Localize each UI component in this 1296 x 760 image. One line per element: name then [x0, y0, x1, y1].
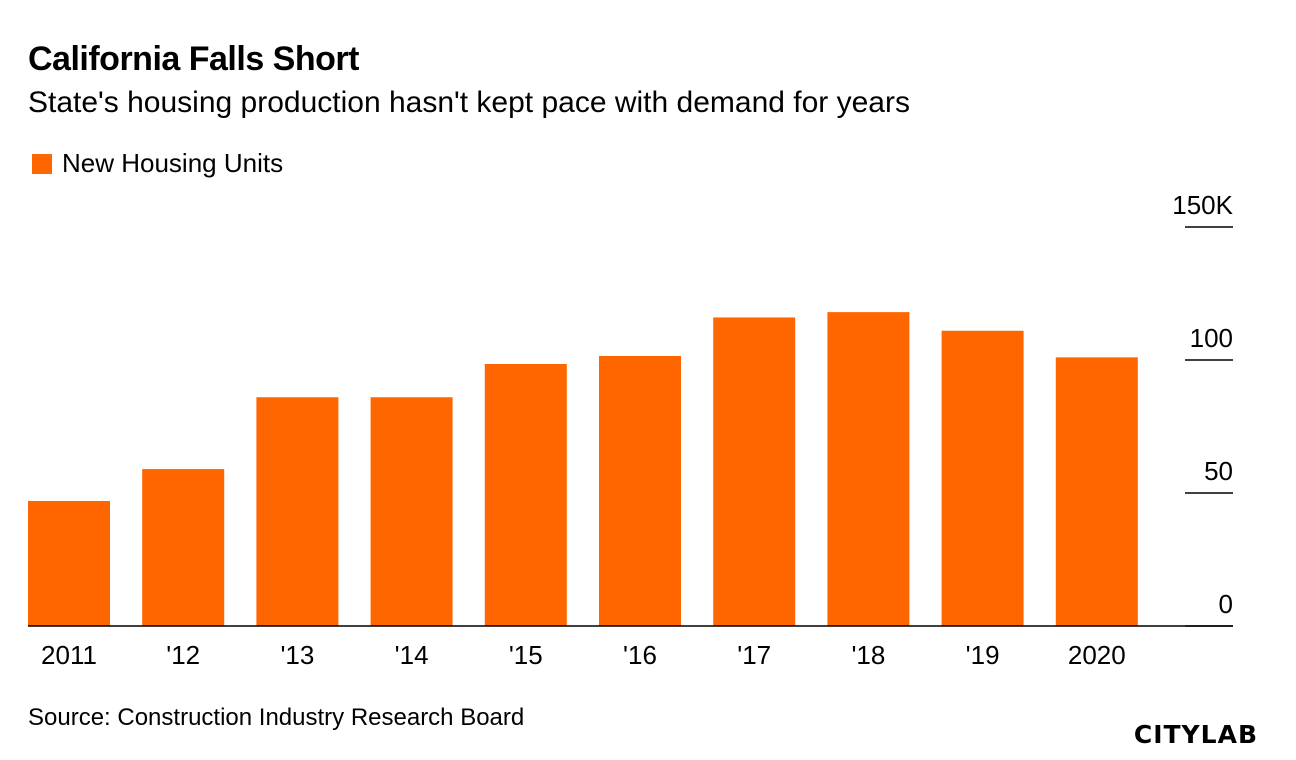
- source-note: Source: Construction Industry Research B…: [28, 704, 525, 731]
- x-tick-label: '12: [166, 640, 200, 670]
- bar: [370, 397, 453, 626]
- citylab-logo: CITYLAB: [1133, 720, 1258, 749]
- x-tick-label: '15: [509, 640, 543, 670]
- bar: [599, 356, 681, 626]
- bar: [142, 469, 225, 626]
- x-tick-label: '14: [395, 640, 429, 670]
- bar: [827, 312, 910, 626]
- y-tick-label: 50: [1204, 456, 1233, 486]
- legend-label: New Housing Units: [62, 148, 284, 178]
- bar: [713, 317, 796, 626]
- x-tick-label: 2020: [1068, 640, 1126, 670]
- y-tick-label: 100: [1190, 323, 1233, 353]
- legend: New Housing Units: [32, 148, 283, 179]
- y-tick-label: 150K: [1172, 190, 1233, 220]
- x-tick-label: '19: [966, 640, 1000, 670]
- x-tick-label: 2011: [41, 640, 97, 670]
- bar: [484, 363, 567, 626]
- bar: [1055, 357, 1138, 626]
- x-tick-label: '13: [280, 640, 314, 670]
- chart-subtitle: State's housing production hasn't kept p…: [28, 86, 910, 119]
- x-tick-label: '18: [851, 640, 885, 670]
- bar: [256, 397, 339, 626]
- y-tick-label: 0: [1219, 589, 1233, 619]
- chart-title: California Falls Short: [28, 40, 359, 78]
- bar: [28, 500, 110, 626]
- bar: [941, 330, 1024, 626]
- x-tick-label: '17: [737, 640, 771, 670]
- x-tick-label: '16: [623, 640, 657, 670]
- legend-swatch: [32, 153, 52, 174]
